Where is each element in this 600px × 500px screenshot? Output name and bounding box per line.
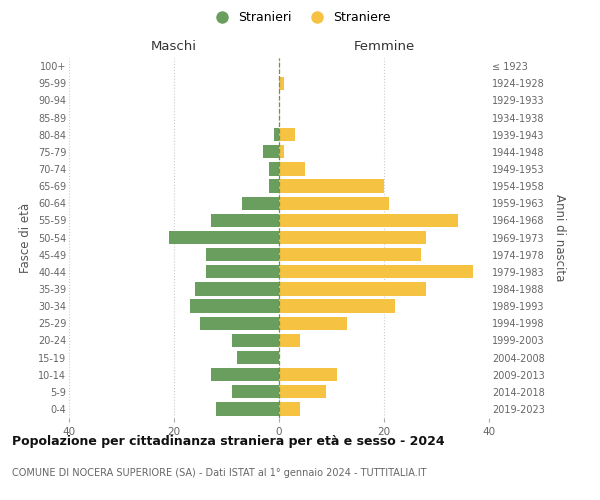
Bar xyxy=(279,300,395,313)
Bar xyxy=(279,402,300,415)
Legend: Stranieri, Straniere: Stranieri, Straniere xyxy=(205,6,395,29)
Bar xyxy=(269,180,279,193)
Bar xyxy=(211,214,279,227)
Text: COMUNE DI NOCERA SUPERIORE (SA) - Dati ISTAT al 1° gennaio 2024 - TUTTITALIA.IT: COMUNE DI NOCERA SUPERIORE (SA) - Dati I… xyxy=(12,468,427,477)
Bar xyxy=(279,334,300,347)
Bar xyxy=(211,368,279,382)
Bar xyxy=(274,128,279,141)
Bar xyxy=(237,351,279,364)
Bar xyxy=(169,231,279,244)
Bar xyxy=(279,282,426,296)
Bar xyxy=(279,76,284,90)
Bar xyxy=(242,196,279,210)
Bar xyxy=(205,265,279,278)
Bar xyxy=(279,145,284,158)
Y-axis label: Fasce di età: Fasce di età xyxy=(19,202,32,272)
Bar xyxy=(232,334,279,347)
Bar xyxy=(190,300,279,313)
Bar xyxy=(279,128,295,141)
Y-axis label: Anni di nascita: Anni di nascita xyxy=(553,194,566,281)
Bar xyxy=(195,282,279,296)
Bar xyxy=(279,196,389,210)
Bar xyxy=(205,248,279,262)
Bar xyxy=(263,145,279,158)
Bar xyxy=(232,385,279,398)
Bar xyxy=(216,402,279,415)
Bar xyxy=(279,385,326,398)
Bar xyxy=(279,214,458,227)
Bar xyxy=(279,248,421,262)
Bar xyxy=(269,162,279,175)
Text: Femmine: Femmine xyxy=(353,40,415,52)
Text: Popolazione per cittadinanza straniera per età e sesso - 2024: Popolazione per cittadinanza straniera p… xyxy=(12,435,445,448)
Bar xyxy=(279,265,473,278)
Bar xyxy=(279,231,426,244)
Bar xyxy=(279,162,305,175)
Text: Maschi: Maschi xyxy=(151,40,197,52)
Bar xyxy=(279,316,347,330)
Bar xyxy=(200,316,279,330)
Bar xyxy=(279,368,337,382)
Bar xyxy=(279,180,384,193)
